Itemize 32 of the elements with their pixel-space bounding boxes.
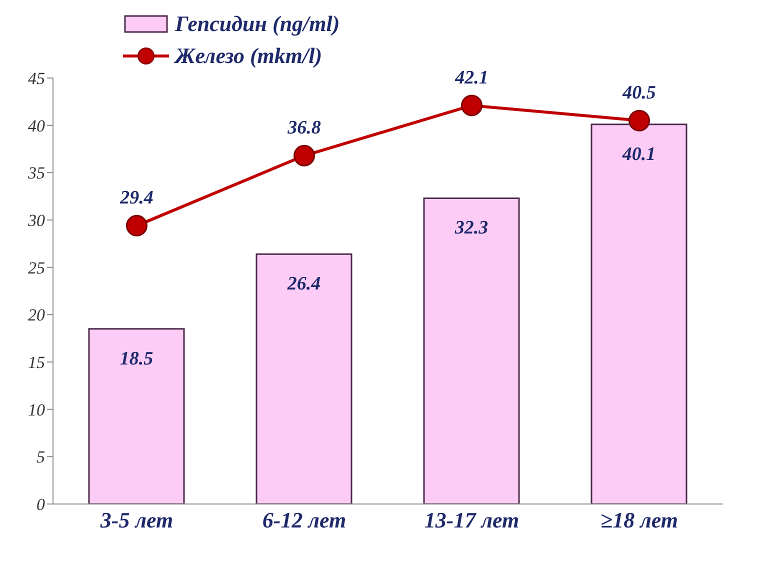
x-tick-label: 3-5 лет	[99, 508, 174, 533]
point	[628, 110, 650, 132]
y-tick-label: 40	[28, 116, 46, 136]
data-label: 26.4	[286, 274, 321, 295]
data-label: 42.1	[454, 67, 488, 88]
point	[294, 144, 315, 166]
bar	[88, 328, 185, 504]
y-tick-label: 5	[36, 448, 45, 467]
data-label: 29.4	[119, 188, 154, 209]
data-label: 36.8	[286, 118, 322, 139]
y-tick-label: 25	[28, 258, 45, 278]
bar	[423, 197, 520, 504]
y-tick-label: 30	[27, 211, 46, 230]
y-tick-label: 45	[28, 69, 45, 88]
bar	[590, 124, 688, 504]
data-label: 40.1	[621, 144, 656, 165]
y-tick-label: 15	[28, 353, 45, 372]
y-tick-label: 10	[28, 400, 46, 420]
legend-label: Гепсидин (ng/ml)	[175, 11, 340, 37]
y-tick-label: 0	[36, 495, 46, 514]
x-tick-label: 13-17 лет	[424, 508, 520, 533]
point	[461, 94, 482, 116]
data-label: 32.3	[454, 218, 488, 239]
data-label: 18.5	[120, 348, 154, 370]
x-tick-label: ≥18 лет	[600, 508, 678, 533]
point	[126, 214, 148, 236]
y-tick-label: 35	[27, 164, 45, 183]
x-tick-label: 6-12 лет	[262, 508, 346, 533]
bar	[256, 253, 352, 504]
y-tick-label: 20	[28, 306, 46, 325]
data-label: 40.5	[622, 82, 656, 104]
legend-label: Железо (mkm/l)	[175, 43, 322, 69]
